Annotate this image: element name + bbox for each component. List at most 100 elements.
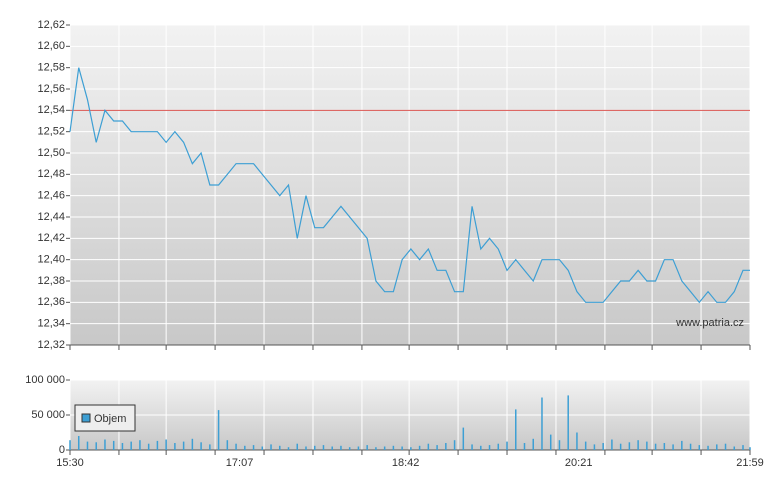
volume-bar — [602, 443, 604, 450]
volume-bar — [462, 427, 465, 450]
volume-bar — [261, 446, 264, 450]
volume-bar — [410, 447, 412, 450]
y-tick-label: 0 — [59, 444, 65, 456]
legend-box — [74, 404, 136, 432]
y-tick-label: 12,56 — [37, 83, 65, 95]
volume-bar — [698, 445, 701, 450]
volume-bar — [541, 397, 543, 450]
volume-bar — [593, 444, 596, 450]
volume-bar — [716, 444, 718, 450]
y-tick-label: 12,40 — [37, 254, 65, 266]
y-tick-label: 12,58 — [37, 62, 65, 74]
volume-bar — [558, 440, 561, 450]
plot-background — [70, 25, 750, 345]
volume-bar — [139, 440, 141, 450]
y-tick-label: 12,34 — [37, 318, 65, 330]
volume-bar — [523, 443, 526, 450]
volume-bar — [506, 441, 508, 450]
volume-bar — [436, 445, 438, 450]
watermark: www.patria.cz — [675, 317, 744, 329]
volume-bar — [375, 447, 377, 450]
volume-bar — [235, 443, 237, 450]
y-tick-label: 100 000 — [25, 374, 65, 386]
volume-bar — [121, 443, 124, 450]
volume-bar — [418, 445, 421, 450]
volume-bar — [357, 446, 360, 450]
volume-bar — [497, 443, 500, 450]
volume-bar — [305, 446, 307, 450]
volume-bar — [611, 439, 613, 450]
volume-bar — [209, 444, 211, 450]
volume-bar — [689, 443, 692, 450]
volume-bar — [401, 446, 403, 450]
y-tick-label: 12,54 — [37, 104, 65, 116]
volume-bar — [279, 445, 281, 450]
volume-bar — [619, 443, 622, 450]
volume-bar — [724, 443, 727, 450]
legend-swatch — [81, 413, 91, 423]
volume-bar — [742, 445, 744, 450]
price-line — [69, 67, 750, 304]
volume-bar — [244, 445, 246, 450]
volume-bar — [567, 395, 569, 450]
volume-bar — [313, 445, 316, 450]
y-tick-label: 12,32 — [37, 339, 65, 351]
volume-bar — [165, 439, 167, 450]
volume-bar — [156, 440, 159, 450]
volume-bar — [628, 442, 631, 450]
volume-bar — [147, 443, 150, 450]
volume-bar — [112, 440, 115, 450]
volume-bar — [733, 446, 736, 450]
y-tick-label: 12,48 — [37, 168, 65, 180]
y-tick-label: 12,46 — [37, 190, 65, 202]
volume-bar — [549, 434, 552, 450]
volume-bar — [646, 441, 648, 450]
volume-bar — [453, 440, 456, 450]
volume-bar — [217, 410, 220, 450]
volume-bar — [480, 445, 482, 450]
x-tick-label: 17:07 — [226, 457, 254, 469]
volume-bar — [392, 445, 395, 450]
y-tick-label: 50 000 — [31, 409, 65, 421]
volume-bar — [707, 445, 709, 450]
x-tick-label: 18:42 — [392, 457, 420, 469]
volume-bar — [270, 444, 272, 450]
volume-bar — [681, 440, 683, 450]
volume-bar — [383, 446, 386, 450]
volume-bar — [445, 443, 447, 450]
x-tick-label: 20:21 — [565, 457, 593, 469]
y-tick-label: 12,62 — [37, 19, 65, 31]
volume-bar — [322, 445, 325, 450]
volume-bar — [252, 445, 255, 450]
volume-bar — [331, 446, 333, 450]
volume-bar — [77, 436, 80, 450]
volume-bar — [287, 447, 290, 450]
volume-bar — [532, 438, 534, 450]
volume-bar — [515, 409, 517, 450]
volume-bar — [174, 443, 176, 450]
y-tick-label: 12,52 — [37, 126, 65, 138]
volume-bar — [104, 439, 106, 450]
volume-bar — [654, 443, 657, 450]
volume-bar — [488, 445, 491, 450]
volume-bar — [427, 443, 430, 450]
volume-bar — [663, 443, 666, 450]
volume-bar — [348, 447, 351, 450]
volume-bar — [182, 441, 185, 450]
volume-bar — [130, 441, 132, 450]
y-tick-label: 12,38 — [37, 275, 65, 287]
volume-bar — [86, 441, 89, 450]
volume-bar — [95, 442, 97, 450]
volume-bar — [69, 440, 71, 450]
x-tick-label: 15:30 — [56, 457, 84, 469]
volume-bar — [672, 444, 674, 450]
volume-bar — [226, 440, 229, 450]
y-tick-label: 12,36 — [37, 296, 65, 308]
volume-bar — [296, 443, 298, 450]
y-tick-label: 12,50 — [37, 147, 65, 159]
y-tick-label: 12,44 — [37, 211, 65, 223]
volume-bar — [471, 444, 473, 450]
y-tick-label: 12,60 — [37, 40, 65, 52]
volume-bar — [576, 432, 578, 450]
x-tick-label: 21:59 — [736, 457, 764, 469]
